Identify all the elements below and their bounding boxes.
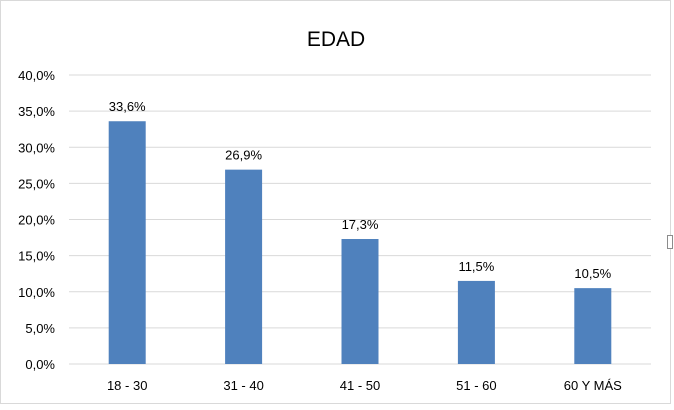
x-tick-label: 41 - 50 bbox=[340, 378, 380, 393]
chart-title: EDAD bbox=[307, 28, 365, 51]
chart-resize-handle[interactable] bbox=[667, 235, 673, 249]
bar bbox=[457, 280, 495, 364]
data-label: 26,9% bbox=[225, 148, 262, 163]
gridlines bbox=[69, 74, 651, 365]
y-tick-label: 20,0% bbox=[18, 213, 55, 228]
y-tick-label: 10,0% bbox=[18, 285, 55, 300]
data-label: 33,6% bbox=[109, 99, 146, 114]
x-tick-label: 51 - 60 bbox=[456, 378, 496, 393]
bar bbox=[574, 288, 612, 364]
x-tick-label: 18 - 30 bbox=[107, 378, 147, 393]
x-tick-label: 31 - 40 bbox=[223, 378, 263, 393]
y-tick-label: 35,0% bbox=[18, 104, 55, 119]
data-label: 17,3% bbox=[342, 217, 379, 232]
y-tick-label: 0,0% bbox=[25, 357, 55, 372]
x-tick-label: 60 Y MÁS bbox=[564, 378, 622, 393]
bars bbox=[108, 121, 612, 365]
bar bbox=[108, 121, 146, 365]
y-axis-tick-labels: 0,0% 5,0% 10,0% 15,0% 20,0% 25,0% 30,0% 35,0% 40… bbox=[18, 68, 55, 372]
y-tick-label: 15,0% bbox=[18, 249, 55, 264]
data-label: 11,5% bbox=[458, 259, 494, 274]
y-tick-label: 5,0% bbox=[25, 321, 55, 336]
y-tick-label: 25,0% bbox=[18, 176, 55, 191]
bar bbox=[341, 239, 379, 364]
bar bbox=[225, 169, 263, 364]
x-axis-tick-labels: 18 - 30 31 - 40 41 - 50 51 - 60 60 Y MÁS bbox=[107, 378, 622, 393]
data-labels: 33,6% 26,9% 17,3% 11,5% 10,5% bbox=[109, 99, 612, 281]
y-tick-label: 30,0% bbox=[18, 140, 55, 155]
data-label: 10,5% bbox=[574, 266, 611, 281]
y-tick-label: 40,0% bbox=[18, 68, 55, 83]
